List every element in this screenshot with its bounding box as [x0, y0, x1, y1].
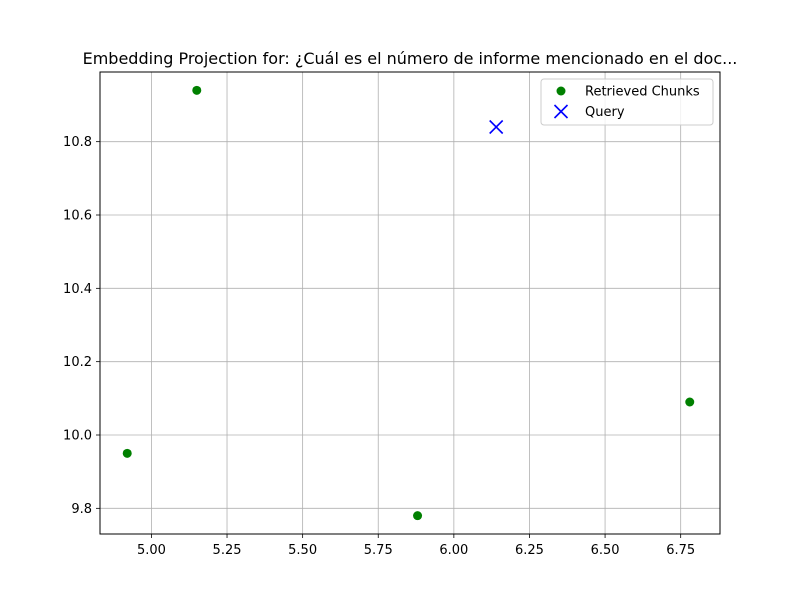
grid	[100, 72, 720, 534]
chart-title: Embedding Projection for: ¿Cuál es el nú…	[83, 49, 738, 68]
retrieved-chunk-point	[192, 85, 202, 95]
legend: Retrieved Chunks Query	[540, 78, 714, 126]
x-tick-label: 6.50	[591, 543, 620, 558]
x-tick-label: 5.25	[213, 543, 242, 558]
legend-label: Retrieved Chunks	[585, 85, 700, 100]
retrieved-chunk-point	[122, 448, 132, 458]
y-tick-label: 10.4	[63, 282, 92, 297]
y-tick-label: 9.8	[71, 502, 92, 517]
y-tick-label: 10.8	[63, 135, 92, 150]
x-tick-label: 5.00	[137, 543, 166, 558]
retrieved-chunk-point	[413, 511, 423, 521]
plot-area-frame	[99, 71, 721, 535]
x-tick-label: 6.25	[515, 543, 544, 558]
query-point	[489, 119, 504, 135]
x-tick-label: 5.50	[288, 543, 317, 558]
y-tick-label: 10.6	[63, 209, 92, 224]
y-tick-label: 10.0	[63, 429, 92, 444]
x-tick-label: 5.75	[364, 543, 393, 558]
legend-label: Query	[585, 105, 625, 120]
legend-marker-query	[553, 104, 569, 119]
legend-marker-retrieved-chunks	[556, 86, 566, 96]
y-tick-label: 10.2	[63, 355, 92, 370]
x-tick-label: 6.00	[439, 543, 468, 558]
axis-ticks: 5.00 5.25 5.50 5.75 6.00 6.25 6.50 6.75 9.8 10.0 1…	[63, 135, 695, 558]
legend-entries: Retrieved Chunks Query	[553, 85, 700, 120]
legend-box	[540, 78, 714, 126]
data-points	[122, 85, 695, 521]
x-tick-label: 6.75	[666, 543, 695, 558]
retrieved-chunk-point	[685, 397, 695, 407]
